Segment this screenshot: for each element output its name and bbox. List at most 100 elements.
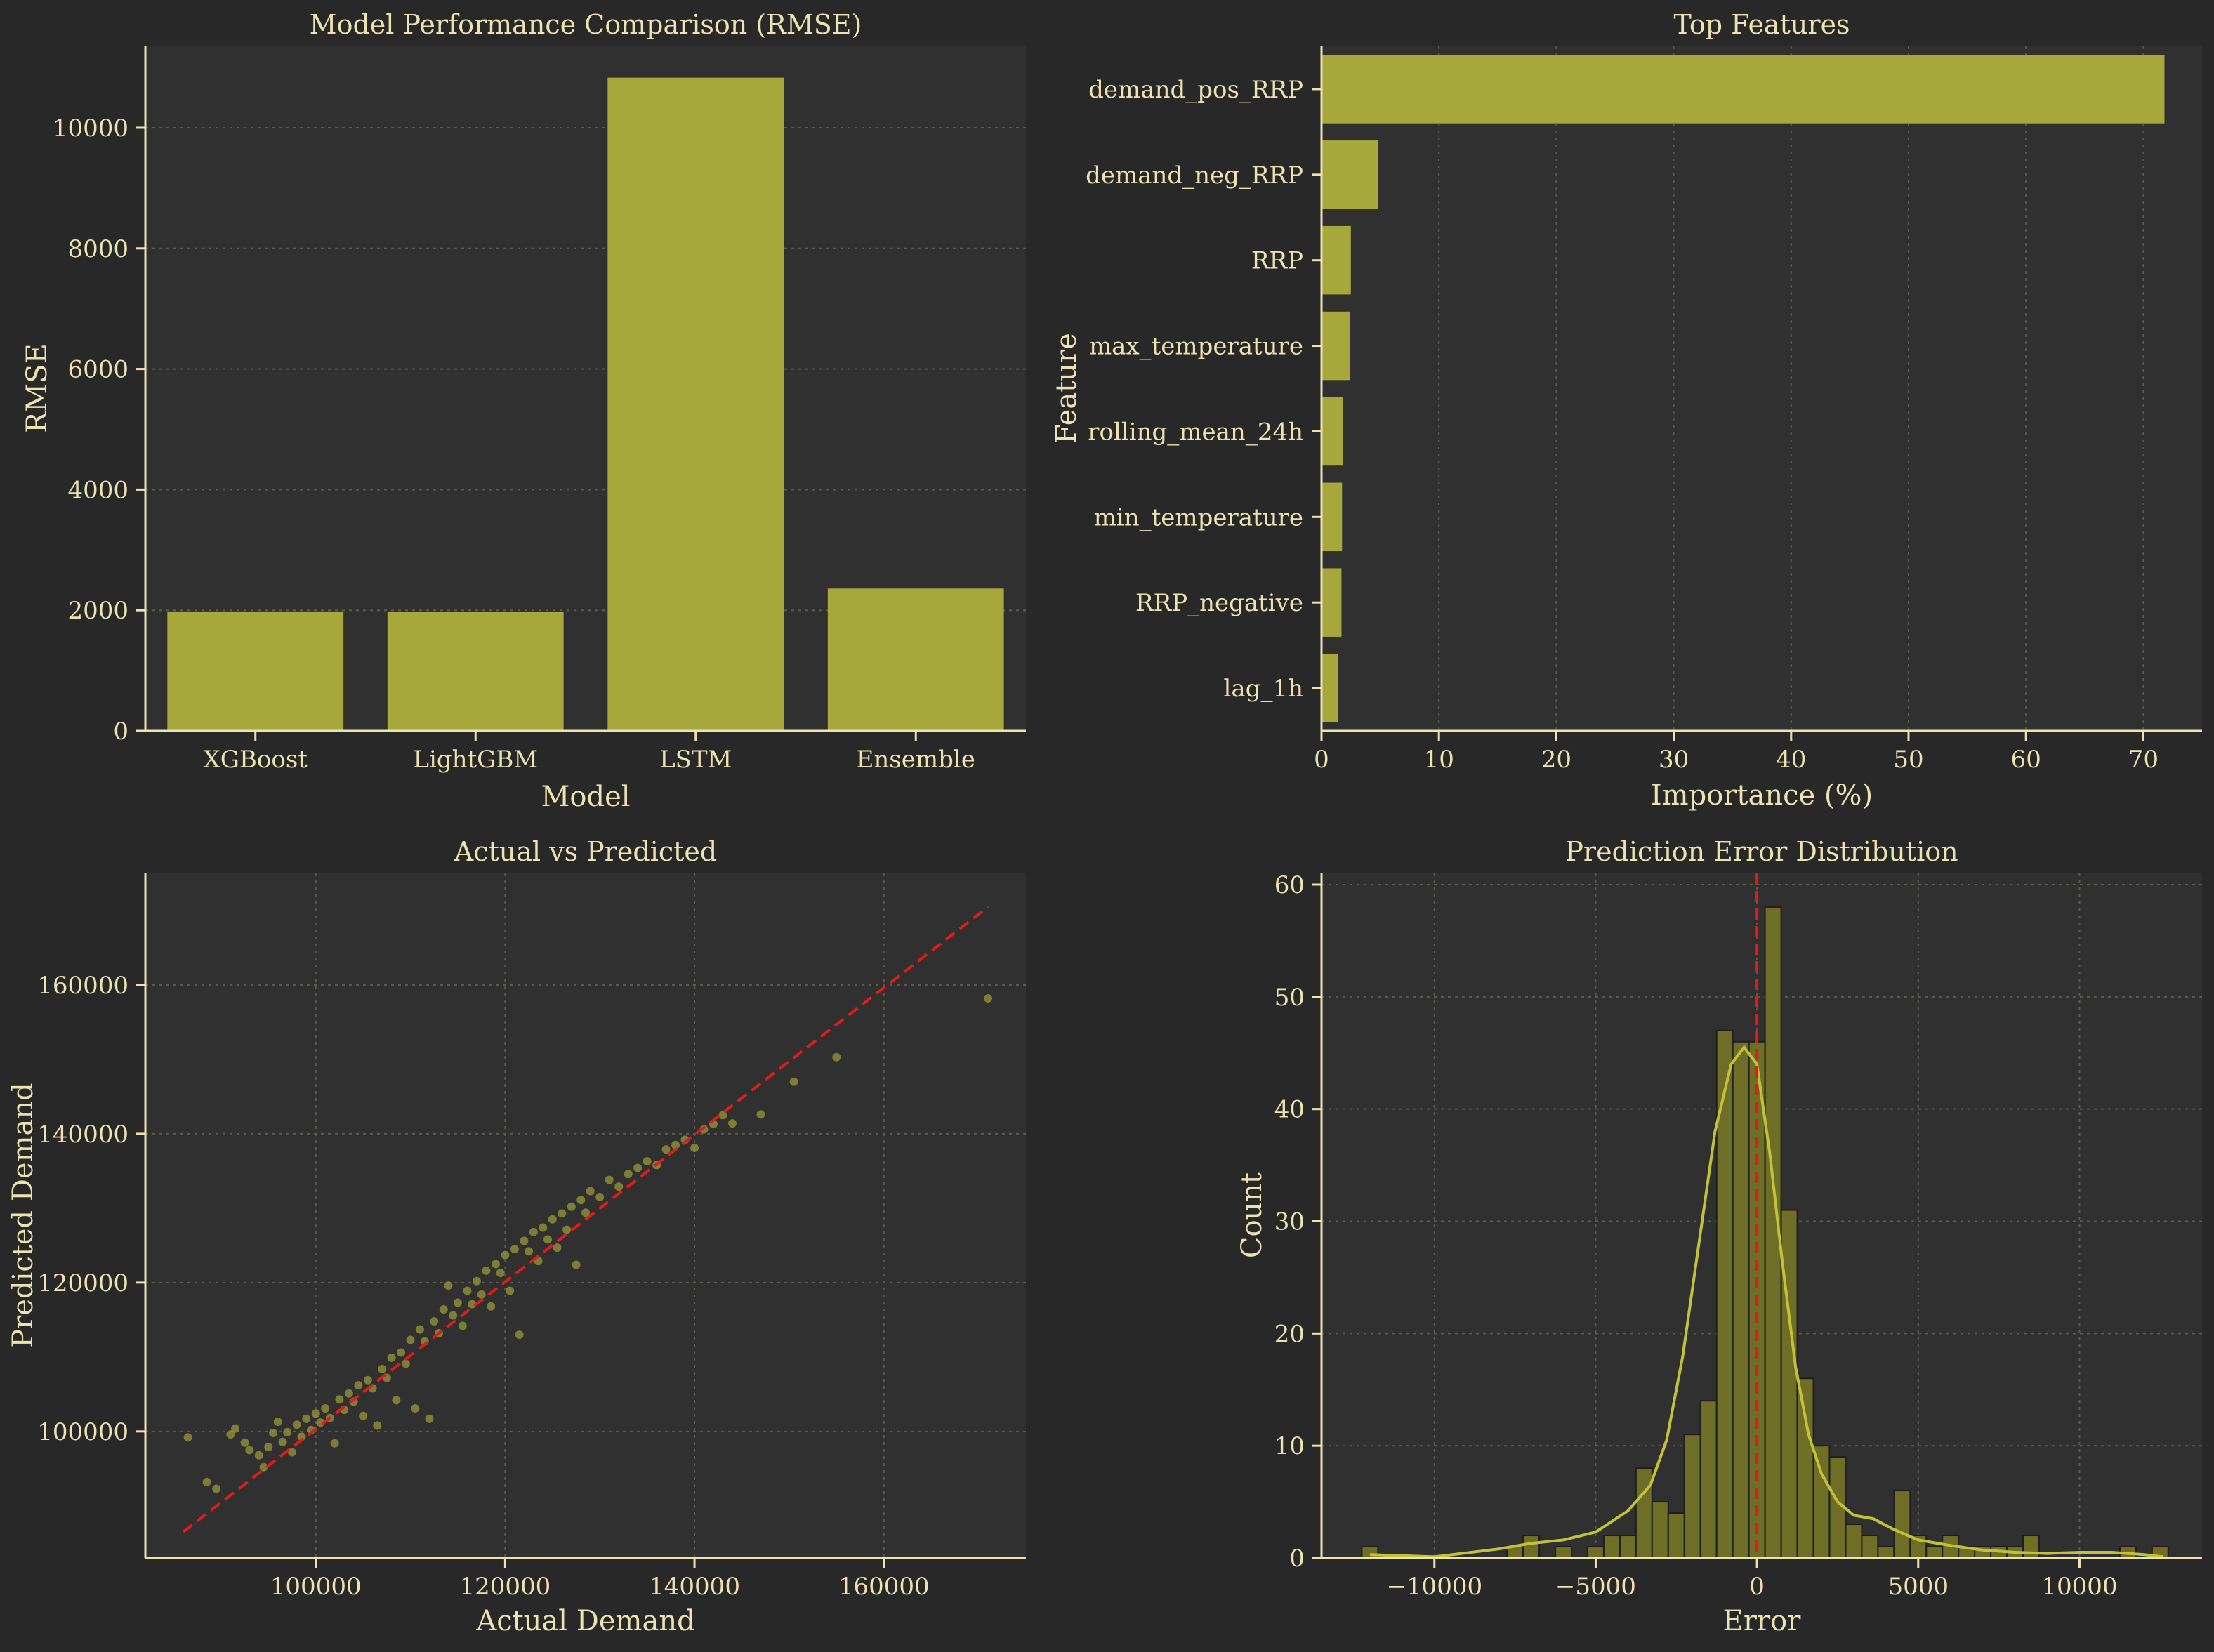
rmse-x-tick-label: LSTM [659,746,732,774]
scatter-point [553,1243,562,1253]
scatter-point [832,1052,841,1062]
scatter-point [288,1448,296,1457]
scatter-point [283,1427,292,1436]
features-bar-min-temperature [1322,482,1343,552]
scatter-point [254,1451,263,1460]
scatter-point [718,1111,727,1120]
histogram-bar [1522,1535,1541,1559]
scatter-point [482,1266,491,1275]
scatter-point [297,1432,306,1441]
features-y-tick-label: RRP_negative [1135,589,1303,617]
histogram-bar [1812,1445,1831,1559]
histogram-bar [2022,1535,2041,1559]
histogram-bar [1586,1546,1605,1559]
histogram-bar [1877,1546,1895,1559]
scatter-point [699,1125,709,1134]
scatter-point [416,1325,425,1334]
histogram-bar [1667,1512,1685,1559]
scatter-point [487,1302,496,1311]
scatter-x-tick-label: 100000 [270,1573,362,1601]
scatter-point [562,1225,572,1234]
scatter-point [406,1335,415,1344]
histogram-x-tick-label: −10000 [1386,1573,1482,1601]
scatter-point [468,1300,477,1309]
histogram-kde-curve [1369,1045,2164,1559]
rmse-y-tick-label: 10000 [53,114,129,143]
scatter-point [311,1409,320,1418]
scatter-point [614,1182,624,1191]
histogram-y-tick-label: 30 [1274,1208,1305,1236]
feature-importance-chart: 0 10 20 30 40 50 60 70 demand_pos_RRP demand_neg_… [1050,9,2202,812]
scatter-point [586,1187,595,1196]
histogram-chart-title: Prediction Error Distribution [1565,836,1958,867]
features-x-tick-label: 0 [1314,746,1329,774]
scatter-y-tick-label: 140000 [37,1121,129,1149]
scatter-point [520,1236,529,1245]
scatter-chart-title: Actual vs Predicted [454,836,717,867]
histogram-bar [1619,1535,1637,1559]
scatter-point [543,1235,553,1244]
features-chart-title: Top Features [1673,9,1850,40]
scatter-point [245,1446,254,1455]
scatter-point [539,1223,548,1232]
rmse-y-axis-title: RMSE [21,343,53,433]
scatter-point [269,1428,278,1437]
scatter-point [728,1119,737,1128]
histogram-bar [1893,1490,1911,1559]
scatter-point [984,994,993,1003]
scatter-point [558,1209,567,1218]
scatter-x-axis-title: Actual Demand [475,1605,694,1637]
scatter-point [240,1438,249,1447]
rmse-y-tick-label: 6000 [67,356,129,384]
histogram-bar [1635,1467,1653,1559]
rmse-bar-ensemble [827,588,1004,731]
scatter-point [515,1330,524,1340]
features-x-tick-label: 20 [1541,746,1571,774]
scatter-point [354,1381,363,1390]
scatter-y-tick-label: 100000 [37,1418,129,1446]
actual-vs-predicted-chart: 100000 120000 140000 160000 100000 120000 1400… [7,836,1026,1637]
scatter-point [344,1389,353,1398]
features-y-tick-label: lag_1h [1224,675,1303,703]
rmse-y-tick-label: 4000 [67,476,129,504]
scatter-point [449,1311,458,1320]
scatter-x-tick-label: 140000 [649,1573,740,1601]
scatter-x-tick-label: 160000 [838,1573,930,1601]
features-y-tick-label: rolling_mean_24h [1088,418,1303,446]
rmse-y-tick-label: 2000 [67,597,129,625]
scatter-point [373,1421,382,1430]
scatter-point [671,1140,680,1149]
rmse-x-tick-label: LightGBM [413,746,538,774]
features-bar-rrp-negative [1322,568,1342,637]
scatter-point [278,1437,287,1446]
features-plot-area [1322,46,2202,731]
histogram-bar [1602,1535,1621,1559]
scatter-point [643,1157,652,1166]
scatter-point [259,1462,268,1472]
scatter-point [264,1443,273,1452]
scatter-point [302,1414,311,1423]
rmse-x-tick-label: XGBoost [204,746,308,774]
rmse-y-tick-label: 0 [113,718,129,746]
scatter-point [378,1364,387,1373]
histogram-y-axis-title: Count [1236,1172,1268,1258]
scatter-point [321,1403,330,1413]
features-y-axis-title: Feature [1050,333,1083,444]
scatter-y-tick-label: 120000 [37,1269,129,1297]
rmse-y-tick-label: 8000 [67,235,129,263]
histogram-bar [1555,1546,1572,1559]
features-x-tick-label: 50 [1893,746,1923,774]
scatter-point [510,1245,519,1254]
histogram-y-tick-label: 40 [1274,1096,1305,1124]
scatter-point [212,1484,221,1493]
scatter-point [529,1227,538,1236]
features-y-tick-label: min_temperature [1094,503,1303,531]
histogram-bar [1732,1040,1750,1559]
scatter-point [576,1196,586,1205]
scatter-y-axis-title: Predicted Demand [7,1083,39,1347]
scatter-point [439,1305,448,1314]
histogram-y-tick-label: 50 [1274,984,1305,1012]
rmse-bar-lstm [607,77,784,731]
scatter-point [690,1144,699,1153]
rmse-x-axis-title: Model [541,781,630,813]
